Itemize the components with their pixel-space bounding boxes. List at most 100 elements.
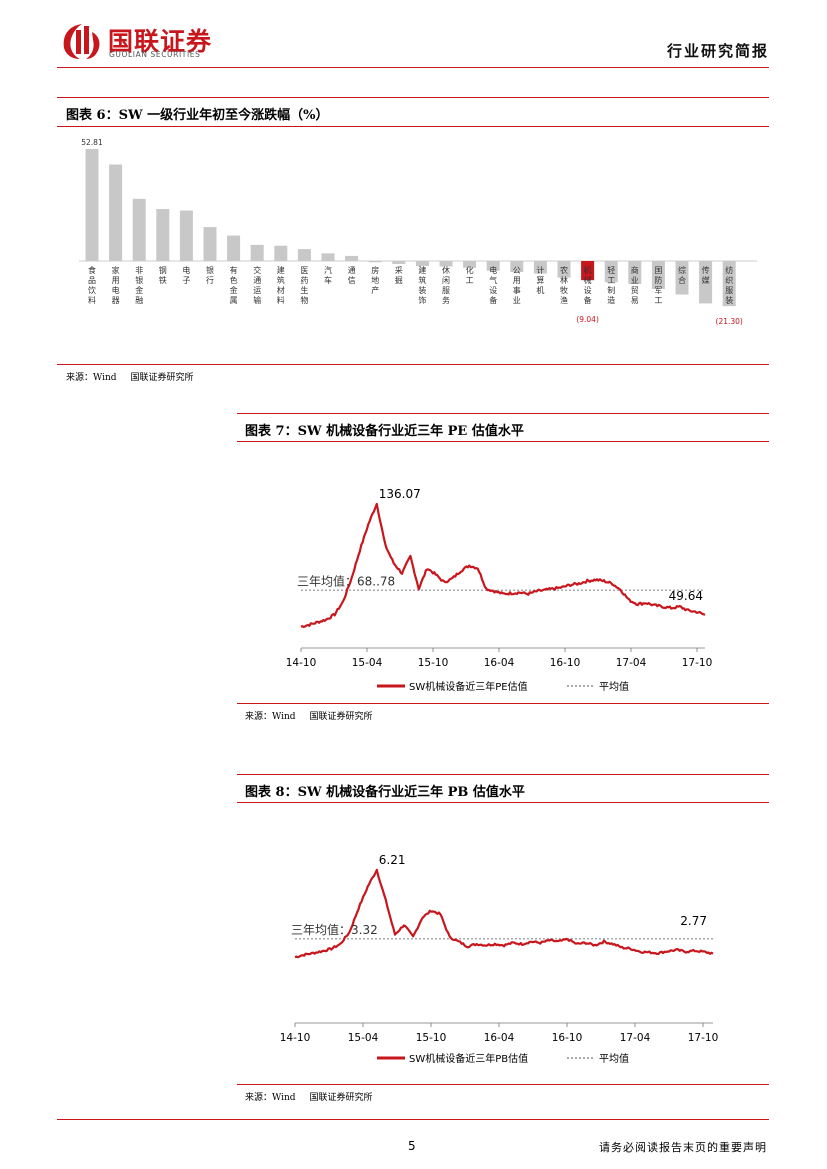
chart8-x-tick-label-3: 16-04 [484, 1032, 515, 1044]
figure6-category-label-21: 机械设备 [584, 265, 592, 305]
figure8-line-chart: 14-10 15-04 15-10 16-04 16-10 17-04 17-10 6.21 三… [280, 853, 719, 1065]
figure7-source-label: 来源：Wind [245, 712, 296, 722]
figure6-category-label-19: 计算机 [536, 265, 544, 295]
figure6-bar-18 [510, 261, 524, 273]
figure6-title: 图表 6：SW 一级行业年初至今涨跌幅（%） [66, 108, 329, 123]
chart7-mean-label: 三年均值：68..78 [297, 573, 395, 588]
figure6-bar-6 [227, 235, 241, 261]
figure7-source: 来源：Wind 国联证券研究所 [245, 709, 387, 722]
chart7-x-tick-label-0: 14-10 [286, 657, 317, 669]
page-number: 5 [408, 1139, 416, 1153]
figure6-bar-15 [439, 261, 453, 267]
figure6-bar-23 [628, 261, 642, 284]
chart7-x-tick-label-4: 16-10 [550, 657, 581, 669]
chart8-mean-label: 三年均值：3.32 [291, 922, 378, 937]
figure6-category-label-24: 国防军工 [654, 266, 662, 305]
footer-divider [57, 1119, 769, 1120]
chart7-x-tick-label-2: 15-10 [418, 657, 449, 669]
chart8-x-tick-label-1: 15-04 [348, 1032, 379, 1044]
figure6-bar-20 [557, 261, 571, 278]
logo-text-en: GUOLIAN SECURITIES [109, 50, 201, 59]
figure6-bar-14 [415, 261, 429, 267]
figure7-title: 图表 7：SW 机械设备行业近三年 PE 估值水平 [245, 424, 524, 439]
chart8-x-tick-label-4: 16-10 [552, 1032, 583, 1044]
figure8-source-org: 国联证券研究所 [309, 1093, 373, 1103]
figure6-category-label-2: 非银金融 [135, 265, 143, 305]
figure6-category-label-18: 公用事业 [513, 266, 521, 305]
figure6-category-label-1: 家用电器 [112, 265, 120, 305]
figure6-bar-21 [581, 261, 595, 281]
chart8-legend-series-label: SW机械设备近三年PB估值 [409, 1052, 528, 1065]
figure6-bar-19 [533, 261, 547, 274]
guolian-logo-icon [63, 24, 100, 59]
figure6-bar-24 [651, 261, 665, 289]
figure8-title: 图表 8：SW 机械设备行业近三年 PB 估值水平 [245, 785, 525, 800]
chart8-legend-mean-label: 平均值 [599, 1052, 629, 1065]
figure6-category-label-8: 建筑材料 [277, 265, 285, 305]
chart8-x-tick-label-2: 15-10 [416, 1032, 447, 1044]
chart7-last-label: 49.64 [669, 589, 703, 603]
chart8-x-tick-label-0: 14-10 [280, 1032, 311, 1044]
figure6-category-label-12: 房地产 [371, 265, 379, 295]
chart7-series-line [300, 502, 706, 629]
figure6-category-label-25: 综合 [678, 265, 686, 285]
chart7-x-tick-label-1: 15-04 [352, 657, 383, 669]
figure6-value-label-27: (21.30) [716, 317, 743, 326]
figure6-bar-22 [604, 261, 618, 283]
chart7-x-tick-label-6: 17-10 [682, 657, 713, 669]
figure6-bar-17 [486, 261, 500, 271]
figure8-bottom-rule [237, 1084, 769, 1085]
figure6-bar-5 [203, 227, 217, 261]
figure6-category-label-17: 电气设备 [489, 265, 497, 305]
chart7-x-tick-label-3: 16-04 [484, 657, 515, 669]
figure6-bar-8 [274, 245, 288, 261]
figure6-bar-9 [297, 249, 311, 261]
figure6-bar-2 [132, 198, 146, 261]
figure7-top-rule [237, 413, 769, 414]
chart7-peak-label: 136.07 [379, 487, 421, 501]
figure6-category-label-3: 钢铁 [159, 265, 167, 285]
figure8-title-rule [237, 802, 769, 803]
figure6-category-label-13: 采掘 [395, 265, 403, 285]
figure6-title-rule [57, 126, 769, 127]
figure6-category-label-26: 传媒 [702, 265, 710, 285]
figure8-source: 来源：Wind 国联证券研究所 [245, 1090, 387, 1103]
figure6-category-label-16: 化工 [466, 265, 474, 285]
figure6-value-label-0: 52.81 [81, 138, 103, 147]
figure6-category-label-4: 电子 [182, 265, 190, 285]
figure6-bar-3 [156, 209, 170, 261]
figure6-bar-13 [392, 261, 406, 264]
figure7-line-chart: 14-10 15-04 15-10 16-04 16-10 17-04 17-10 136.0… [286, 487, 713, 693]
figure6-source-label: 来源：Wind [66, 373, 117, 383]
figure6-source: 来源：Wind 国联证券研究所 [66, 370, 208, 383]
figure7-source-org: 国联证券研究所 [309, 712, 373, 722]
figure6-top-rule [57, 97, 769, 98]
figure6-category-label-9: 医药生物 [300, 266, 308, 305]
figure6-category-label-15: 休闲服务 [442, 265, 450, 305]
disclaimer: 请务必阅读报告末页的重要声明 [599, 1141, 767, 1154]
figure8-source-label: 来源：Wind [245, 1093, 296, 1103]
report-type: 行业研究简报 [666, 42, 769, 60]
figure6-source-org: 国联证券研究所 [130, 373, 194, 383]
chart7-x-tick-label-5: 17-04 [616, 657, 647, 669]
figure6-bar-16 [463, 261, 477, 268]
figure6-bar-12 [368, 261, 382, 263]
header-divider [57, 67, 769, 68]
chart7-legend-series-label: SW机械设备近三年PE估值 [409, 680, 528, 693]
figure6-category-label-7: 交通运输 [253, 265, 261, 305]
figure6-bar-26 [699, 261, 713, 304]
chart8-last-label: 2.77 [680, 914, 707, 928]
chart8-series-line [294, 868, 714, 959]
figure6-bottom-rule [57, 364, 769, 365]
chart8-x-tick-label-5: 17-04 [620, 1032, 651, 1044]
figure6-bar-10 [321, 253, 335, 261]
figure8-top-rule [237, 774, 769, 775]
figure6-category-label-23: 商业贸易 [631, 265, 639, 305]
figure6-category-label-14: 建筑装饰 [418, 265, 426, 305]
figure6-category-label-20: 农林牧渔 [560, 265, 568, 305]
figure7-title-rule [237, 441, 769, 442]
chart8-x-tick-label-6: 17-10 [688, 1032, 719, 1044]
figure6-category-label-11: 通信 [348, 265, 356, 285]
figure6-category-label-0: 食品饮料 [88, 265, 96, 305]
